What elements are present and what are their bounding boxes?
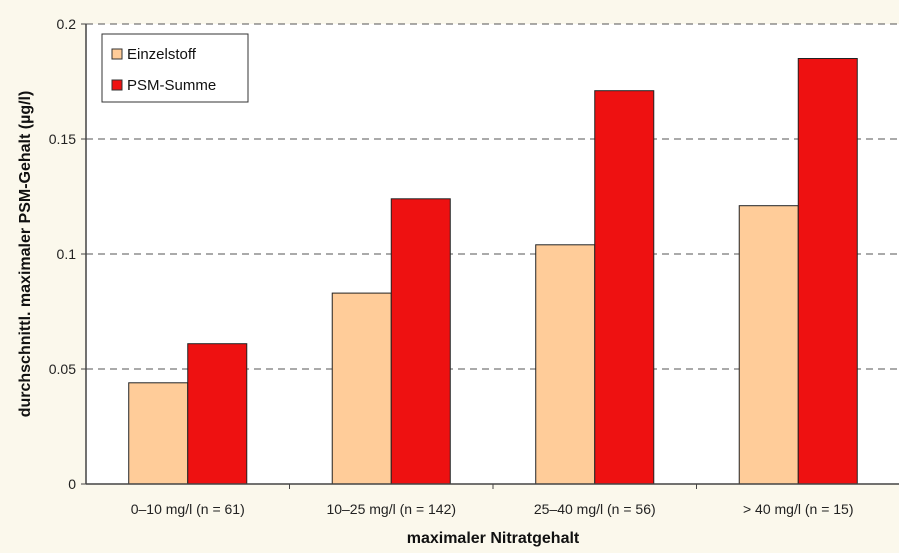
x-axis-title: maximaler Nitratgehalt (407, 530, 580, 547)
y-tick-label: 0.1 (57, 246, 77, 262)
bar-einzelstoff-2 (535, 244, 596, 485)
y-tick-label: 0.15 (49, 131, 76, 147)
bar-psm-summe-1 (390, 198, 451, 485)
bar-psm-summe-0 (187, 343, 248, 485)
y-tick-labels: 0 0.05 0.1 0.15 0.2 (49, 16, 86, 492)
x-tick-label: 25–40 mg/l (n = 56) (534, 501, 656, 517)
y-tick-label: 0 (68, 476, 76, 492)
y-tick-label: 0.2 (57, 16, 77, 32)
legend-box (101, 33, 249, 103)
legend-swatch-psm-summe (111, 79, 123, 91)
legend-label-psm-summe: PSM-Summe (127, 77, 216, 94)
legend: Einzelstoff PSM-Summe (101, 33, 249, 103)
bar-psm-summe-3 (797, 58, 858, 485)
x-tick-labels: 0–10 mg/l (n = 61) 10–25 mg/l (n = 142) 25… (131, 484, 854, 517)
bar-einzelstoff-0 (128, 382, 189, 485)
bar-einzelstoff-3 (738, 205, 799, 485)
y-tick-label: 0.05 (49, 361, 76, 377)
legend-label-einzelstoff: Einzelstoff (127, 46, 197, 63)
x-tick-label: 10–25 mg/l (n = 142) (326, 501, 456, 517)
y-axis-title: durchschnittl. maximaler PSM-Gehalt (µg/… (17, 91, 34, 418)
bar-einzelstoff-1 (331, 292, 392, 485)
bar-psm-summe-2 (594, 90, 655, 485)
x-tick-label: > 40 mg/l (n = 15) (743, 501, 854, 517)
x-tick-label: 0–10 mg/l (n = 61) (131, 501, 245, 517)
legend-swatch-einzelstoff (111, 48, 123, 60)
